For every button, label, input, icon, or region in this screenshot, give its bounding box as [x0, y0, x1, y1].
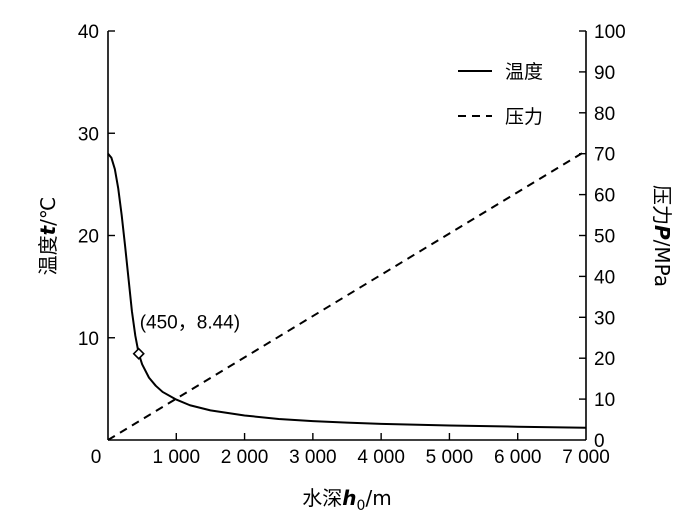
annotation-label: (450，8.44) [140, 313, 240, 334]
y-right-tick-label: 30 [594, 308, 615, 329]
x-axis-title-sub: 0 [357, 498, 366, 514]
y-right-axis-title-var: P [650, 225, 674, 240]
legend-label-pressure: 压力 [505, 106, 543, 128]
y-right-tick-label: 40 [594, 267, 615, 288]
x-tick-label: 7 000 [562, 447, 610, 468]
y-right-tick-label: 70 [594, 145, 615, 166]
y-right-tick-label: 50 [594, 227, 615, 248]
x-tick-label: 3 000 [289, 447, 337, 468]
y-right-tick-label: 60 [594, 186, 615, 207]
x-axis-title-main: 水深 [302, 486, 342, 510]
y-left-axis-title: 温度t/℃ [36, 197, 60, 276]
x-tick-label: 6 000 [494, 447, 542, 468]
annotation: (450，8.44) [132, 313, 240, 360]
x-tick-label: 1 000 [153, 447, 201, 468]
y-left-tick-label: 30 [78, 124, 99, 145]
y-left-axis-title-main: 温度 [36, 235, 60, 275]
y-left-tick-label: 40 [78, 22, 99, 43]
x-axis-title: 水深h0/m [302, 486, 391, 514]
x-tick-label: 5 000 [426, 447, 474, 468]
series-layer [107, 149, 587, 441]
y-left-axis-title-var: t [36, 224, 60, 235]
y-right-ticks: 0 10 20 30 40 50 60 70 80 90 100 [579, 22, 626, 452]
x-ticks: 0 1 000 2 000 3 000 4 000 5 000 6 000 7 000 [91, 433, 610, 468]
y-right-tick-label: 20 [594, 349, 615, 370]
y-right-axis-title: 压力P/MPa [650, 185, 674, 287]
y-right-tick-label: 90 [594, 63, 615, 84]
x-tick-label: 4 000 [357, 447, 405, 468]
y-right-tick-label: 0 [594, 431, 605, 452]
y-right-tick-label: 10 [594, 390, 615, 411]
legend: 温度 压力 [458, 61, 543, 128]
legend-label-temperature: 温度 [505, 61, 543, 83]
y-left-ticks: 10 20 30 40 [78, 22, 115, 350]
y-right-tick-label: 100 [594, 22, 626, 43]
annotation-marker-diamond [132, 347, 145, 360]
x-tick-label: 0 [91, 447, 102, 468]
series-line-temperature [107, 153, 587, 429]
y-right-tick-label: 80 [594, 104, 615, 125]
axes-frame [107, 31, 587, 441]
series-line-pressure [107, 149, 587, 441]
x-tick-label: 2 000 [221, 447, 269, 468]
y-left-tick-label: 10 [78, 329, 99, 350]
y-right-axis-title-main: 压力 [650, 185, 674, 225]
y-left-axis-title-unit: /℃ [36, 197, 60, 226]
x-axis-title-var: h [342, 486, 356, 510]
y-left-tick-label: 20 [78, 227, 99, 248]
y-right-axis-title-unit: /MPa [650, 240, 674, 287]
x-axis-title-unit: /m [365, 486, 391, 510]
